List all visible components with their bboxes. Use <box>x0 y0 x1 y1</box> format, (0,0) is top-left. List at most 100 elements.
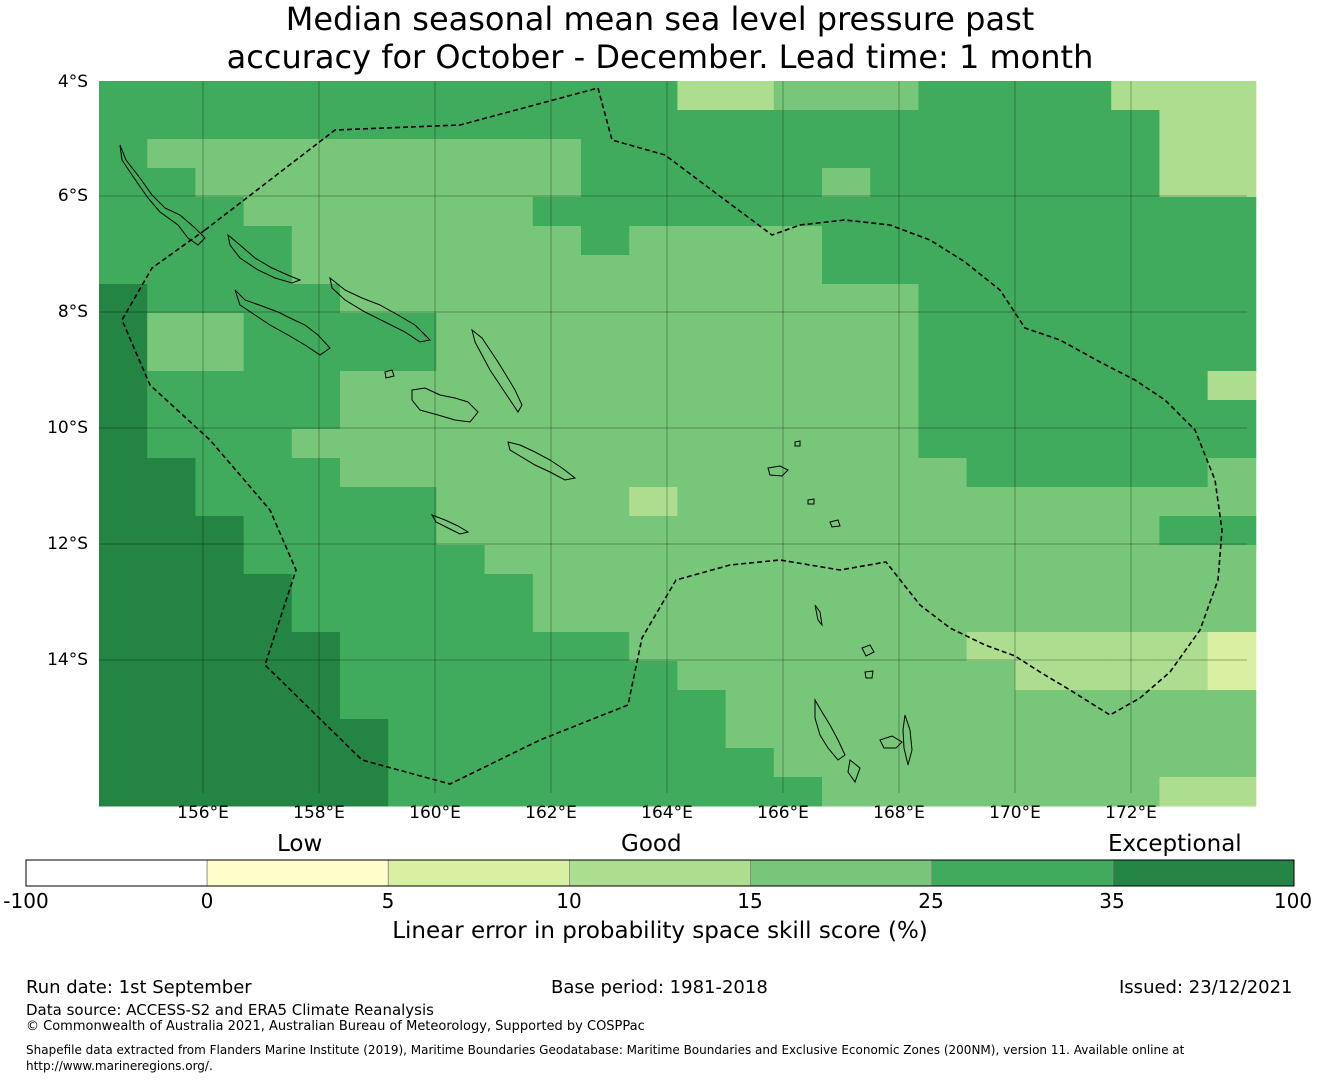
grid-cell <box>1111 632 1160 662</box>
grid-cell <box>436 516 486 546</box>
grid-cell <box>99 661 148 691</box>
grid-cell <box>484 284 534 314</box>
grid-cell <box>1014 516 1064 546</box>
grid-cell <box>1207 313 1257 343</box>
grid-cell <box>1063 516 1112 546</box>
grid-cell <box>822 110 871 140</box>
grid-cell <box>340 429 389 459</box>
grid-cell <box>1111 690 1160 720</box>
grid-cell <box>532 81 582 111</box>
grid-cell <box>340 545 389 575</box>
grid-cell <box>918 487 968 517</box>
grid-cell <box>918 168 968 198</box>
grid-cell <box>1207 429 1257 459</box>
grid-cell <box>532 400 582 430</box>
grid-cell <box>1159 632 1209 662</box>
grid-cell <box>484 574 534 604</box>
grid-cell <box>677 690 727 720</box>
guadalcanal-coast <box>411 387 479 423</box>
grid-cell <box>484 516 534 546</box>
grid-cell <box>291 545 341 575</box>
grid-cell <box>291 226 341 256</box>
grid-cell <box>629 284 678 314</box>
grid-cell <box>340 81 389 111</box>
grid-cell <box>1063 110 1112 140</box>
grid-cell <box>918 139 968 169</box>
grid-cell <box>291 400 341 430</box>
grid-cell <box>388 110 437 140</box>
grid-cell <box>966 748 1016 778</box>
grid-cell <box>918 429 968 459</box>
grid-cell <box>532 458 582 488</box>
grid-cell <box>725 400 775 430</box>
grid-cell <box>195 777 245 807</box>
grid-cell <box>291 371 341 401</box>
grid-cell <box>436 342 486 372</box>
grid-cell <box>340 168 389 198</box>
grid-cell <box>966 516 1016 546</box>
grid-cell <box>532 429 582 459</box>
grid-cell <box>532 777 582 807</box>
grid-cell <box>99 719 148 749</box>
grid-cell <box>532 661 582 691</box>
grid-cell <box>725 110 775 140</box>
grid-cell <box>870 139 919 169</box>
grid-cell <box>725 487 775 517</box>
grid-cell <box>629 719 678 749</box>
grid-cell <box>870 313 919 343</box>
grid-cell <box>629 661 678 691</box>
grid-cell <box>773 429 823 459</box>
grid-cell <box>484 371 534 401</box>
grid-cell <box>822 574 871 604</box>
grid-cell <box>1111 748 1160 778</box>
grid-cell <box>1207 226 1257 256</box>
grid-cell <box>773 603 823 633</box>
grid-cell <box>1014 690 1064 720</box>
grid-cell <box>147 255 196 285</box>
grid-cell <box>918 255 968 285</box>
grid-cell <box>195 313 245 343</box>
grid-cell <box>581 81 630 111</box>
grid-cell <box>484 342 534 372</box>
grid-cell <box>1014 545 1064 575</box>
grid-cell <box>291 458 341 488</box>
grid-cell <box>291 777 341 807</box>
grid-cell <box>1207 574 1257 604</box>
grid-cell <box>195 458 245 488</box>
grid-cell <box>388 197 437 227</box>
grid-cell <box>822 255 871 285</box>
grid-cell <box>581 284 630 314</box>
grid-cell <box>195 603 245 633</box>
grid-cell <box>340 487 389 517</box>
grid-cell <box>773 777 823 807</box>
grid-cell <box>870 400 919 430</box>
grid-cell <box>243 139 293 169</box>
grid-cell <box>532 487 582 517</box>
grid-cell <box>1063 545 1112 575</box>
grid-cell <box>532 139 582 169</box>
grid-cell <box>966 197 1016 227</box>
grid-cell <box>388 371 437 401</box>
grid-cell <box>1111 313 1160 343</box>
grid-cell <box>725 197 775 227</box>
grid-cell <box>147 371 196 401</box>
grid-cell <box>1159 284 1209 314</box>
grid-cell <box>436 81 486 111</box>
grid-cell <box>677 777 727 807</box>
category-low: Low <box>277 831 323 857</box>
grid-cell <box>870 777 919 807</box>
grid-cell <box>99 777 148 807</box>
title-line-1: Median seasonal mean sea level pressure … <box>285 0 1035 38</box>
grid-cell <box>966 400 1016 430</box>
grid-cell <box>1063 255 1112 285</box>
grid-cell <box>1111 603 1160 633</box>
grid-cell <box>532 313 582 343</box>
grid-cell <box>581 226 630 256</box>
grid-cell <box>725 545 775 575</box>
grid-cell <box>340 400 389 430</box>
grid-cell <box>195 516 245 546</box>
grid-cell <box>99 110 148 140</box>
grid-cell <box>918 545 968 575</box>
grid-cell <box>99 632 148 662</box>
grid-cell <box>1063 574 1112 604</box>
